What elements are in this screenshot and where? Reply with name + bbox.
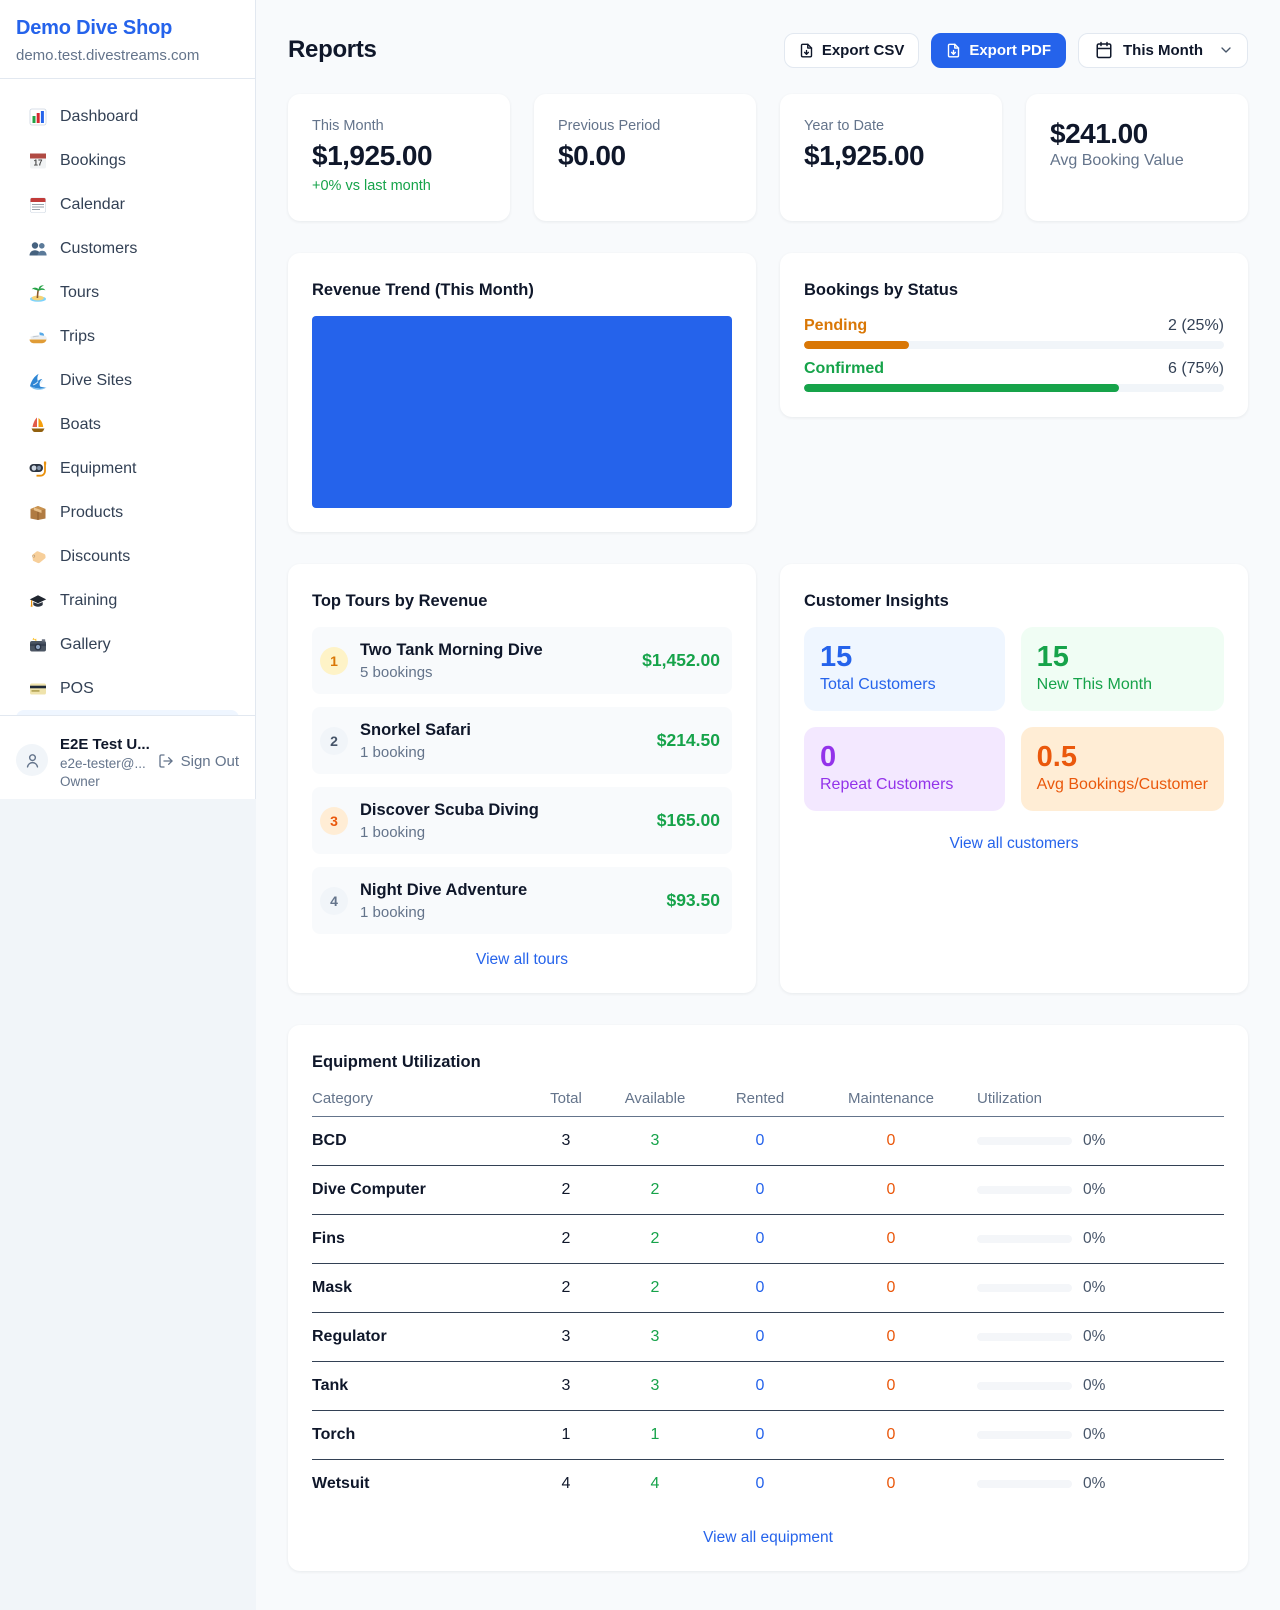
svg-text:17: 17	[34, 159, 43, 168]
